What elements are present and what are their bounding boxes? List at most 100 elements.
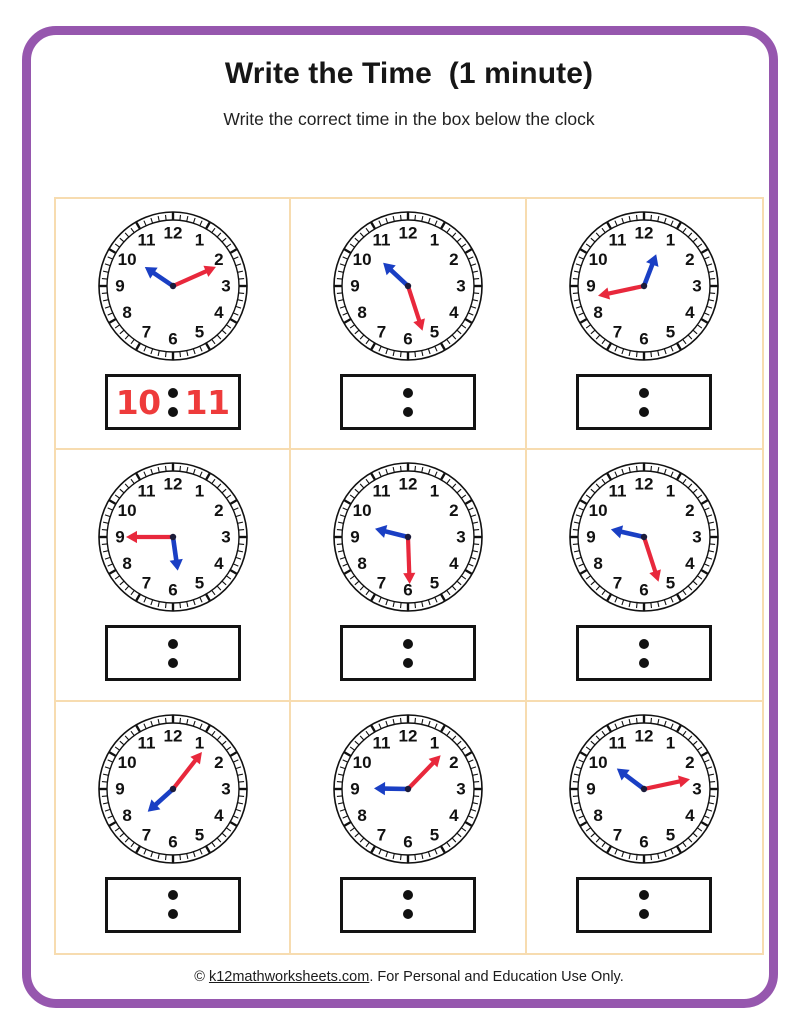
clock-numeral-12: 12 bbox=[635, 475, 654, 494]
clock-numeral-7: 7 bbox=[377, 825, 386, 844]
answer-box-9[interactable] bbox=[576, 876, 713, 933]
clock-numeral-2: 2 bbox=[449, 501, 458, 520]
clock-numeral-3: 3 bbox=[221, 779, 230, 798]
clock-numeral-12: 12 bbox=[635, 224, 654, 243]
clock-8: 12 1 2 3 4 5 6 7 8 9 10 11 bbox=[328, 709, 488, 869]
clock-numeral-7: 7 bbox=[141, 574, 150, 593]
clock-numeral-7: 7 bbox=[141, 825, 150, 844]
clock-numeral-4: 4 bbox=[214, 554, 224, 573]
clock-center-pin bbox=[641, 282, 648, 290]
clock-numeral-5: 5 bbox=[430, 322, 439, 341]
clock-numeral-11: 11 bbox=[609, 231, 627, 250]
clock-7: 12 1 2 3 4 5 6 7 8 9 10 11 bbox=[93, 709, 253, 869]
answer-colon-2 bbox=[396, 387, 420, 417]
colon-dot-bottom bbox=[167, 406, 178, 417]
clock-numeral-2: 2 bbox=[685, 501, 694, 520]
hour-hand bbox=[169, 537, 183, 571]
clock-numeral-2: 2 bbox=[449, 753, 458, 772]
clock-numeral-10: 10 bbox=[117, 753, 136, 772]
clock-1: 12 1 2 3 4 5 6 7 8 9 10 11 bbox=[93, 206, 253, 366]
clock-numeral-4: 4 bbox=[449, 303, 459, 322]
clock-numeral-5: 5 bbox=[194, 574, 203, 593]
colon-dot-bottom bbox=[402, 909, 413, 920]
clock-6: 12 1 2 3 4 5 6 7 8 9 10 11 bbox=[564, 457, 724, 617]
clock-numeral-12: 12 bbox=[163, 726, 182, 745]
hour-hand bbox=[374, 525, 409, 540]
clock-numeral-1: 1 bbox=[430, 231, 439, 250]
hour-hand bbox=[642, 254, 659, 287]
answer-box-5[interactable] bbox=[339, 625, 476, 682]
clock-numeral-4: 4 bbox=[449, 806, 459, 825]
hour-hand bbox=[144, 266, 174, 288]
colon-dot-top bbox=[167, 890, 178, 901]
clock-9: 12 1 2 3 4 5 6 7 8 9 10 11 bbox=[564, 709, 724, 869]
clock-numeral-6: 6 bbox=[403, 581, 412, 600]
clock-numeral-2: 2 bbox=[685, 250, 694, 269]
clock-numeral-11: 11 bbox=[137, 231, 155, 250]
clock-numeral-12: 12 bbox=[399, 726, 418, 745]
clock-numeral-7: 7 bbox=[141, 322, 150, 341]
answer-box-4[interactable] bbox=[104, 625, 241, 682]
clock-numeral-6: 6 bbox=[168, 832, 177, 851]
answer-colon-3 bbox=[632, 387, 656, 417]
clock-numeral-2: 2 bbox=[214, 753, 223, 772]
clock-numeral-2: 2 bbox=[214, 250, 223, 269]
clock-center-pin bbox=[404, 785, 412, 792]
clock-center-pin bbox=[641, 534, 648, 541]
minute-hand bbox=[171, 751, 202, 790]
clock-numeral-12: 12 bbox=[163, 475, 182, 494]
problem-cell-6: 12 1 2 3 4 5 6 7 8 9 10 11 bbox=[526, 450, 762, 702]
colon-dot-top bbox=[639, 387, 650, 398]
answer-box-2[interactable] bbox=[339, 374, 476, 430]
clock-numeral-6: 6 bbox=[640, 330, 649, 349]
clock-numeral-11: 11 bbox=[372, 733, 390, 752]
clock-numeral-10: 10 bbox=[117, 250, 136, 269]
answer-box-7[interactable] bbox=[104, 876, 241, 933]
colon-dot-bottom bbox=[639, 657, 650, 668]
clock-numeral-8: 8 bbox=[122, 554, 131, 573]
clock-numeral-1: 1 bbox=[194, 231, 203, 250]
hour-hand bbox=[617, 768, 646, 791]
answer-box-6[interactable] bbox=[576, 625, 713, 682]
colon-dot-bottom bbox=[402, 406, 413, 417]
clock-center-pin bbox=[641, 785, 648, 792]
clock-numeral-3: 3 bbox=[693, 528, 702, 547]
clock-numeral-7: 7 bbox=[613, 322, 622, 341]
clock-numeral-3: 3 bbox=[221, 277, 230, 296]
clock-numeral-12: 12 bbox=[399, 224, 418, 243]
footer-site-link[interactable]: k12mathworksheets.com bbox=[208, 969, 370, 985]
clock-numeral-10: 10 bbox=[589, 753, 608, 772]
problem-cell-9: 12 1 2 3 4 5 6 7 8 9 10 11 bbox=[527, 702, 762, 953]
footer: © k12mathworksheets.com. For Personal an… bbox=[71, 969, 747, 986]
clock-numeral-8: 8 bbox=[594, 554, 603, 573]
clock-numeral-3: 3 bbox=[456, 277, 465, 296]
clock-numeral-2: 2 bbox=[214, 501, 223, 520]
clock-numeral-2: 2 bbox=[449, 250, 458, 269]
problem-cell-7: 12 1 2 3 4 5 6 7 8 9 10 11 bbox=[56, 701, 292, 953]
clock-numeral-6: 6 bbox=[168, 581, 177, 600]
worksheet-header: Write the Time (1 minute) Write the corr… bbox=[71, 57, 747, 130]
clock-numeral-8: 8 bbox=[122, 806, 131, 825]
answer-box-8[interactable] bbox=[339, 876, 476, 933]
clock-numeral-8: 8 bbox=[594, 303, 603, 322]
answer-box-1[interactable]: 10 11 bbox=[104, 374, 241, 430]
clock-numeral-1: 1 bbox=[666, 482, 675, 501]
clock-numeral-4: 4 bbox=[685, 806, 695, 825]
clock-numeral-3: 3 bbox=[221, 528, 230, 547]
colon-dot-top bbox=[639, 890, 650, 901]
colon-dot-bottom bbox=[639, 406, 650, 417]
answer-box-3[interactable] bbox=[576, 374, 713, 430]
clock-numeral-1: 1 bbox=[430, 733, 439, 752]
clock-numeral-4: 4 bbox=[214, 303, 224, 322]
minute-hand bbox=[406, 754, 441, 791]
clock-numeral-1: 1 bbox=[194, 482, 203, 501]
clock-numeral-11: 11 bbox=[372, 231, 390, 250]
minute-hand bbox=[598, 283, 645, 300]
colon-dot-top bbox=[402, 890, 413, 901]
clock-numeral-9: 9 bbox=[350, 779, 359, 798]
hour-hand bbox=[147, 786, 175, 812]
clock-numeral-1: 1 bbox=[194, 733, 203, 752]
clock-numeral-5: 5 bbox=[666, 322, 675, 341]
